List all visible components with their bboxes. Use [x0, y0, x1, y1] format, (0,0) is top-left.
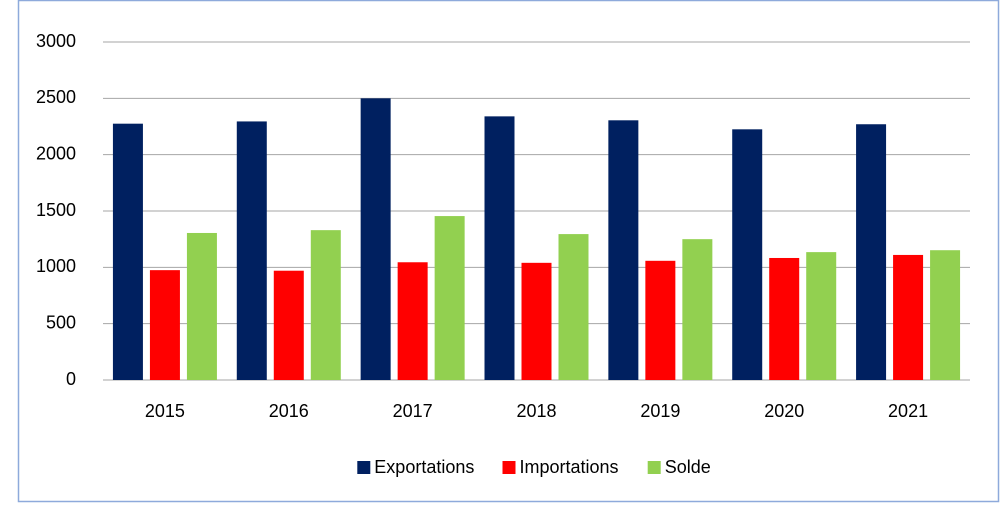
- bar: [186, 232, 217, 380]
- bar: [273, 270, 304, 380]
- bar: [645, 260, 676, 380]
- legend-label: Importations: [520, 457, 619, 477]
- bar: [484, 116, 515, 381]
- y-tick-label: 3000: [36, 31, 76, 51]
- bar: [893, 254, 924, 380]
- x-tick-label: 2018: [516, 401, 556, 421]
- bar: [856, 124, 887, 380]
- y-tick-label: 1000: [36, 256, 76, 276]
- x-tick-label: 2015: [145, 401, 185, 421]
- legend-swatch: [502, 461, 516, 474]
- x-tick-label: 2017: [393, 401, 433, 421]
- y-tick-label: 0: [66, 369, 76, 389]
- legend-swatch: [357, 461, 371, 474]
- bar: [732, 129, 763, 380]
- x-tick-label: 2016: [269, 401, 309, 421]
- bar: [149, 270, 180, 380]
- legend-label: Exportations: [374, 457, 474, 477]
- bar: [112, 123, 143, 380]
- bar: [806, 252, 837, 380]
- bar: [360, 98, 391, 380]
- bar: [521, 262, 552, 380]
- bar: [682, 239, 713, 380]
- y-tick-label: 2000: [36, 143, 76, 163]
- x-tick-label: 2019: [640, 401, 680, 421]
- bar: [769, 257, 800, 380]
- y-tick-label: 500: [46, 312, 76, 332]
- x-tick-label: 2021: [888, 401, 928, 421]
- bar: [310, 230, 341, 380]
- x-tick-label: 2020: [764, 401, 804, 421]
- legend-swatch: [647, 461, 661, 474]
- bar: [397, 262, 428, 380]
- bar: [558, 234, 589, 380]
- y-tick-label: 1500: [36, 200, 76, 220]
- legend-label: Solde: [665, 457, 711, 477]
- bar: [434, 216, 465, 380]
- bar: [236, 121, 267, 381]
- bar: [608, 120, 639, 380]
- y-tick-label: 2500: [36, 87, 76, 107]
- bar: [930, 250, 961, 380]
